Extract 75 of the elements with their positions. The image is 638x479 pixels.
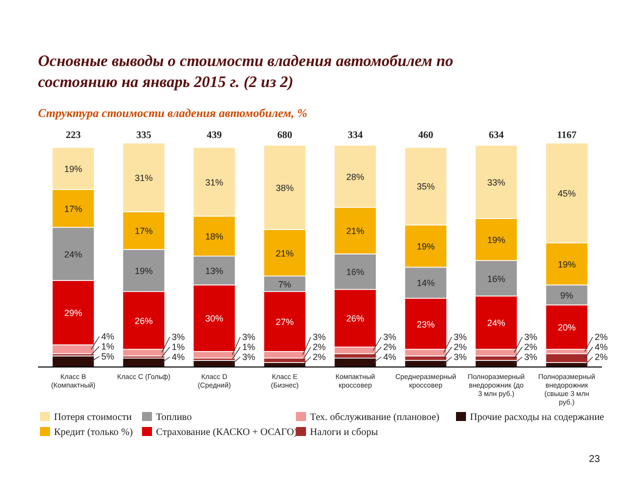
data-label: 2% xyxy=(312,342,326,352)
data-label: 9% xyxy=(560,290,574,300)
data-label: 2% xyxy=(454,342,467,352)
data-label: 28% xyxy=(346,172,364,182)
data-label: 3% xyxy=(454,352,467,362)
data-label: 45% xyxy=(558,188,576,198)
legend-label: Налоги и сборы xyxy=(310,427,378,438)
text: 634 xyxy=(488,130,504,141)
data-label: 21% xyxy=(276,248,294,258)
text: 1167 xyxy=(557,130,576,141)
data-label: 31% xyxy=(134,172,153,183)
data-label: 19% xyxy=(487,234,506,245)
data-label: 3% xyxy=(524,332,538,342)
data-label: 16% xyxy=(487,274,506,284)
chart-subtitle: Структура стоимости владения автомобилем, % xyxy=(38,106,308,120)
legend-label: Потеря стоимости xyxy=(54,412,132,423)
data-label: 24% xyxy=(487,318,506,328)
data-label: 29% xyxy=(64,308,82,318)
data-label: 20% xyxy=(558,322,576,333)
data-label: 23% xyxy=(416,319,435,330)
text: 439 xyxy=(206,130,222,141)
data-label: 31% xyxy=(205,177,224,188)
data-label: 13% xyxy=(205,266,224,276)
data-label: 3% xyxy=(172,332,185,342)
data-label: 26% xyxy=(346,314,364,324)
legend-label: Тех. обслуживание (плановое) xyxy=(310,412,440,423)
data-label: 3% xyxy=(524,352,538,362)
data-label: 27% xyxy=(276,317,294,328)
text: 460 xyxy=(418,130,434,141)
data-label: 3% xyxy=(454,332,467,342)
data-label: 7% xyxy=(278,279,292,290)
data-label: 2% xyxy=(594,352,608,362)
data-label: 26% xyxy=(134,316,153,326)
data-label: 2% xyxy=(383,342,396,352)
data-label: 19% xyxy=(558,259,576,270)
data-label: 4% xyxy=(172,352,185,362)
data-label: 18% xyxy=(205,232,224,242)
data-label: 4% xyxy=(383,352,396,362)
data-label: 21% xyxy=(346,226,364,236)
text: 223 xyxy=(66,130,81,141)
data-label: 3% xyxy=(242,332,256,342)
text: 334 xyxy=(348,130,363,141)
data-label: 2% xyxy=(524,342,538,352)
data-label: 19% xyxy=(64,164,82,174)
data-label: 38% xyxy=(276,182,294,193)
data-label: 17% xyxy=(134,226,153,236)
data-label: 1% xyxy=(172,342,185,352)
data-label: 19% xyxy=(416,242,435,252)
data-label: 4% xyxy=(101,331,114,342)
data-label: 2% xyxy=(312,352,326,362)
text: 680 xyxy=(277,130,292,141)
bar xyxy=(545,353,588,363)
data-label: 14% xyxy=(416,278,435,288)
text: 23 xyxy=(588,454,600,465)
data-label: 4% xyxy=(594,342,608,352)
data-label: 1% xyxy=(101,341,114,352)
chart-title: Основные выводы о стоимости владения автомобилем по состоянию на январь 2015 г. (2 из 2) xyxy=(38,53,454,91)
legend-label: Топливо xyxy=(156,412,192,423)
data-label: 5% xyxy=(101,351,114,362)
data-label: 1% xyxy=(242,342,256,352)
data-label: 30% xyxy=(205,314,224,324)
data-label: 33% xyxy=(487,177,506,188)
legend-label: Страхование (КАСКО + ОСАГО) xyxy=(156,427,298,438)
data-label: 17% xyxy=(64,204,82,214)
data-label: 19% xyxy=(134,266,153,276)
text: 335 xyxy=(136,130,152,141)
data-label: 24% xyxy=(64,249,82,260)
data-label: 3% xyxy=(242,352,256,362)
data-label: 16% xyxy=(346,267,364,278)
data-label: 3% xyxy=(312,332,326,342)
legend-label: Прочие расходы на содержание xyxy=(470,412,605,423)
data-label: 35% xyxy=(416,182,435,192)
data-label: 3% xyxy=(383,332,396,342)
legend-label: Кредит (только %) xyxy=(54,427,133,438)
data-label: 2% xyxy=(594,332,608,342)
